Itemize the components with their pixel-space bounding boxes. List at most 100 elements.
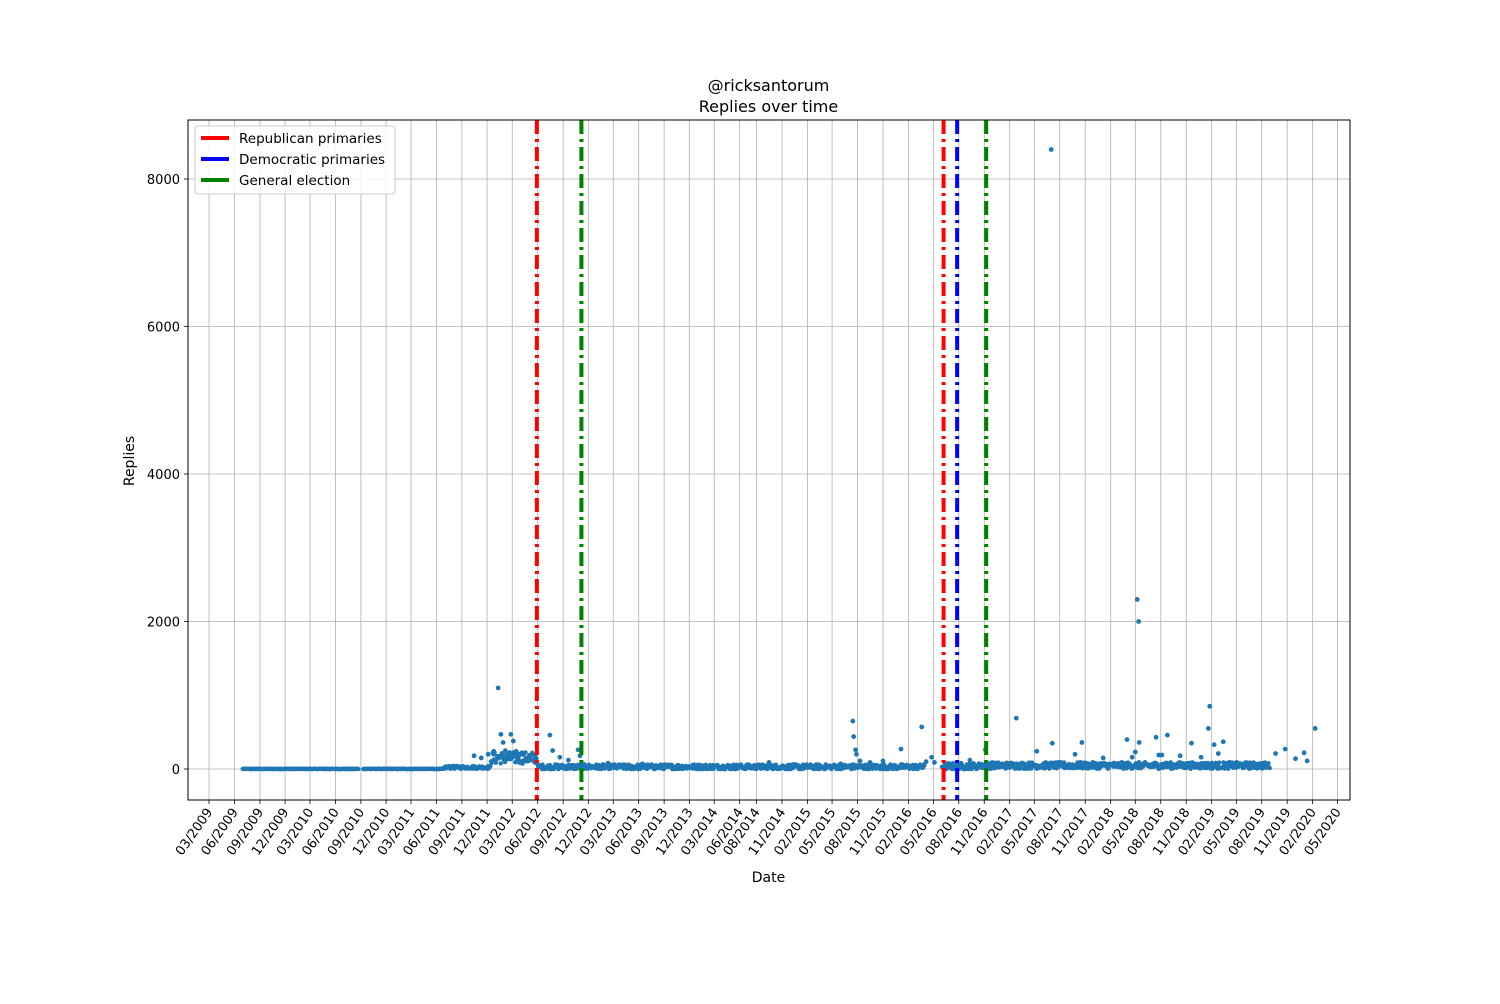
data-point: [967, 757, 973, 763]
chart-title: @ricksantorum: [708, 76, 830, 95]
data-point: [1011, 761, 1016, 766]
data-point: [923, 759, 929, 765]
x-axis-ticks: 03/200906/200909/200912/200903/201006/20…: [173, 800, 1345, 859]
data-point: [898, 746, 904, 752]
data-point: [534, 756, 539, 761]
data-point: [1049, 740, 1055, 746]
data-point: [498, 761, 503, 766]
data-point: [1220, 739, 1226, 745]
grid-lines: [188, 120, 1350, 800]
data-point: [516, 753, 522, 759]
data-point: [919, 724, 925, 730]
data-point: [853, 747, 858, 753]
data-point: [488, 764, 493, 769]
x-axis-label: Date: [752, 870, 785, 886]
chart-subtitle: Replies over time: [699, 97, 838, 116]
y-tick-label: 6000: [147, 321, 180, 336]
data-point: [850, 718, 856, 724]
data-point: [1215, 751, 1221, 756]
data-point: [1207, 703, 1213, 709]
scatter-points: [240, 147, 1318, 772]
data-point: [929, 754, 935, 760]
data-point: [547, 732, 553, 738]
data-point: [575, 747, 581, 753]
data-point: [1079, 740, 1085, 745]
data-point: [1136, 619, 1142, 624]
legend: Republican primaries Democratic primaries…: [194, 125, 396, 195]
data-point: [766, 759, 772, 765]
data-point: [1301, 750, 1307, 756]
data-point: [1293, 756, 1298, 762]
data-point: [605, 760, 611, 766]
data-point: [640, 761, 645, 767]
data-point: [1195, 761, 1201, 767]
data-point: [491, 748, 497, 754]
legend-label: General election: [239, 173, 350, 189]
data-point: [966, 766, 971, 772]
data-point: [1129, 754, 1135, 760]
data-point: [510, 738, 516, 744]
data-point: [1198, 754, 1204, 760]
plot-frame: [187, 119, 1351, 801]
y-tick-label: 0: [172, 763, 180, 778]
data-point: [1132, 749, 1138, 755]
data-point: [519, 750, 525, 756]
legend-label: Republican primaries: [239, 131, 382, 147]
data-point: [550, 748, 556, 753]
data-point: [1189, 740, 1194, 746]
data-point: [1136, 740, 1142, 745]
data-point: [471, 753, 477, 759]
data-point: [523, 750, 528, 755]
data-point: [922, 763, 927, 768]
data-point: [1034, 748, 1040, 754]
data-point: [557, 754, 563, 760]
data-point: [505, 751, 511, 756]
data-point: [478, 755, 484, 761]
data-point: [854, 751, 859, 757]
data-point: [1047, 766, 1052, 771]
data-point: [1267, 765, 1272, 771]
data-point: [1304, 758, 1310, 764]
data-point: [523, 755, 529, 761]
data-point: [1048, 147, 1054, 152]
data-point: [566, 757, 571, 763]
data-point: [1159, 752, 1165, 758]
reference-lines: [534, 120, 989, 800]
y-tick-label: 8000: [147, 173, 180, 188]
data-point: [498, 731, 504, 737]
data-point: [495, 685, 501, 691]
data-point: [1282, 746, 1288, 752]
data-point: [851, 734, 857, 739]
data-point: [1029, 766, 1034, 771]
data-point: [880, 758, 886, 764]
data-point: [1211, 742, 1217, 748]
data-point: [857, 758, 863, 764]
legend-frame: [194, 125, 396, 195]
data-point: [1273, 751, 1278, 756]
legend-label: Democratic primaries: [239, 152, 385, 168]
data-point: [932, 759, 937, 765]
y-axis-label: Replies: [122, 436, 138, 486]
data-point: [838, 761, 844, 767]
data-point: [356, 766, 361, 772]
data-point: [500, 740, 506, 745]
data-point: [513, 748, 519, 754]
data-point: [867, 759, 873, 765]
y-tick-label: 2000: [147, 616, 180, 631]
data-point: [529, 757, 535, 763]
data-point: [1153, 734, 1159, 740]
data-point: [1100, 755, 1106, 761]
data-point: [485, 751, 491, 757]
data-point: [1312, 726, 1318, 731]
y-axis-ticks: 0 2000 4000 6000 8000: [147, 173, 188, 778]
data-point: [1124, 737, 1130, 742]
data-point: [1013, 715, 1019, 721]
data-point: [1134, 596, 1140, 602]
data-point: [1177, 753, 1183, 759]
data-point: [1217, 760, 1222, 765]
data-point: [1072, 751, 1078, 757]
y-tick-label: 4000: [147, 468, 180, 483]
data-point: [1205, 726, 1211, 731]
data-point: [1106, 765, 1111, 771]
